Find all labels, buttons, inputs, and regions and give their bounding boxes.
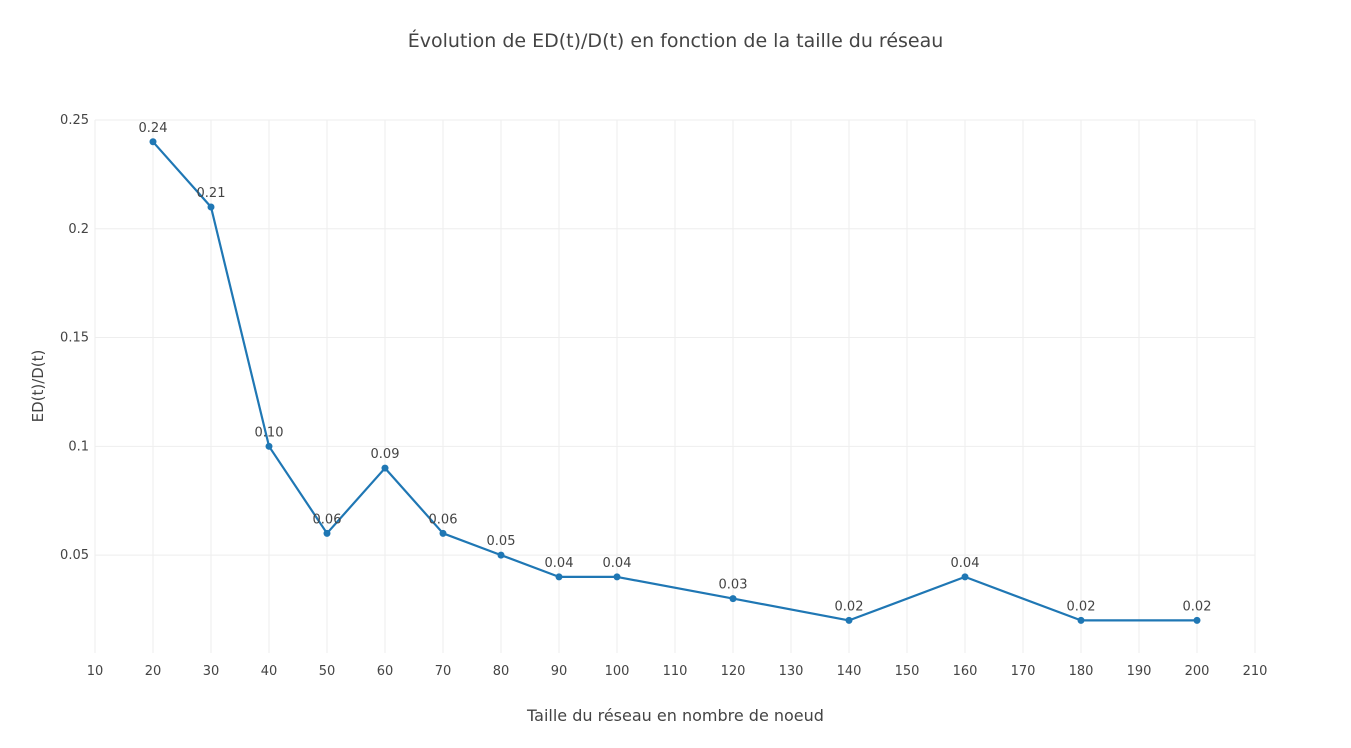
x-tick-label: 10 bbox=[87, 664, 104, 679]
x-tick-label: 160 bbox=[953, 664, 978, 679]
data-label: 0.24 bbox=[139, 121, 168, 136]
data-point bbox=[1077, 616, 1085, 624]
y-tick-label: 0.2 bbox=[68, 222, 89, 237]
data-labels: 0.24 0.21 0.10 0.06 0.09 0.06 0.05 0.04 0.04 0.03… bbox=[139, 121, 1212, 615]
series-line bbox=[152, 141, 1197, 622]
y-axis-title: ED(t)/D(t) bbox=[29, 349, 47, 423]
y-tick-label: 0.1 bbox=[68, 439, 89, 454]
data-point bbox=[149, 138, 157, 146]
data-label: 0.05 bbox=[487, 534, 516, 549]
x-tick-label: 150 bbox=[895, 664, 920, 679]
x-tick-label: 120 bbox=[721, 664, 746, 679]
data-point bbox=[613, 573, 621, 581]
data-point bbox=[729, 595, 737, 603]
data-label: 0.04 bbox=[951, 556, 980, 571]
x-tick-label: 140 bbox=[837, 664, 862, 679]
x-tick-label: 40 bbox=[261, 664, 278, 679]
data-label: 0.02 bbox=[1067, 599, 1096, 614]
data-point bbox=[323, 529, 331, 537]
x-axis-title: Taille du réseau en nombre de noeud bbox=[527, 706, 824, 725]
x-tick-label: 50 bbox=[319, 664, 336, 679]
x-tick-label: 180 bbox=[1069, 664, 1094, 679]
data-label: 0.21 bbox=[197, 186, 226, 201]
x-tick-label: 130 bbox=[779, 664, 804, 679]
data-point bbox=[961, 573, 969, 581]
data-label: 0.03 bbox=[719, 578, 748, 593]
x-tick-label: 170 bbox=[1011, 664, 1036, 679]
x-gridlines bbox=[94, 120, 1256, 653]
data-point bbox=[439, 529, 447, 537]
x-tick-label: 100 bbox=[605, 664, 630, 679]
data-label: 0.04 bbox=[545, 556, 574, 571]
data-point bbox=[845, 616, 853, 624]
series-path bbox=[152, 141, 1197, 622]
data-label: 0.10 bbox=[255, 425, 284, 440]
data-label: 0.04 bbox=[603, 556, 632, 571]
x-tick-label: 30 bbox=[203, 664, 220, 679]
data-label: 0.02 bbox=[1183, 599, 1212, 614]
x-tick-label: 70 bbox=[435, 664, 452, 679]
data-point bbox=[1193, 616, 1201, 624]
chart-title: Évolution de ED(t)/D(t) en fonction de l… bbox=[407, 30, 944, 52]
data-label: 0.06 bbox=[313, 512, 342, 527]
x-tick-label: 80 bbox=[493, 664, 510, 679]
y-tick-label: 0.25 bbox=[60, 113, 89, 128]
data-point bbox=[381, 464, 389, 472]
data-point bbox=[265, 442, 273, 450]
x-tick-label: 90 bbox=[551, 664, 568, 679]
y-tick-label: 0.15 bbox=[60, 331, 89, 346]
data-points bbox=[149, 138, 1201, 624]
data-label: 0.09 bbox=[371, 447, 400, 462]
data-point bbox=[555, 573, 563, 581]
x-tick-label: 200 bbox=[1185, 664, 1210, 679]
x-tick-label: 190 bbox=[1127, 664, 1152, 679]
y-tick-label: 0.05 bbox=[60, 548, 89, 563]
data-label: 0.02 bbox=[835, 599, 864, 614]
x-tick-label: 110 bbox=[663, 664, 688, 679]
x-tick-label: 20 bbox=[145, 664, 162, 679]
x-axis-ticks: 10 20 30 40 50 60 70 80 90 100 110 120 130 140 150 160 1… bbox=[87, 664, 1268, 679]
y-gridlines bbox=[95, 119, 1255, 556]
data-label: 0.06 bbox=[429, 512, 458, 527]
x-tick-label: 60 bbox=[377, 664, 394, 679]
x-tick-label: 210 bbox=[1243, 664, 1268, 679]
data-point bbox=[207, 203, 215, 211]
y-axis-ticks: 0.05 0.1 0.15 0.2 0.25 bbox=[60, 113, 89, 563]
data-point bbox=[497, 551, 505, 559]
